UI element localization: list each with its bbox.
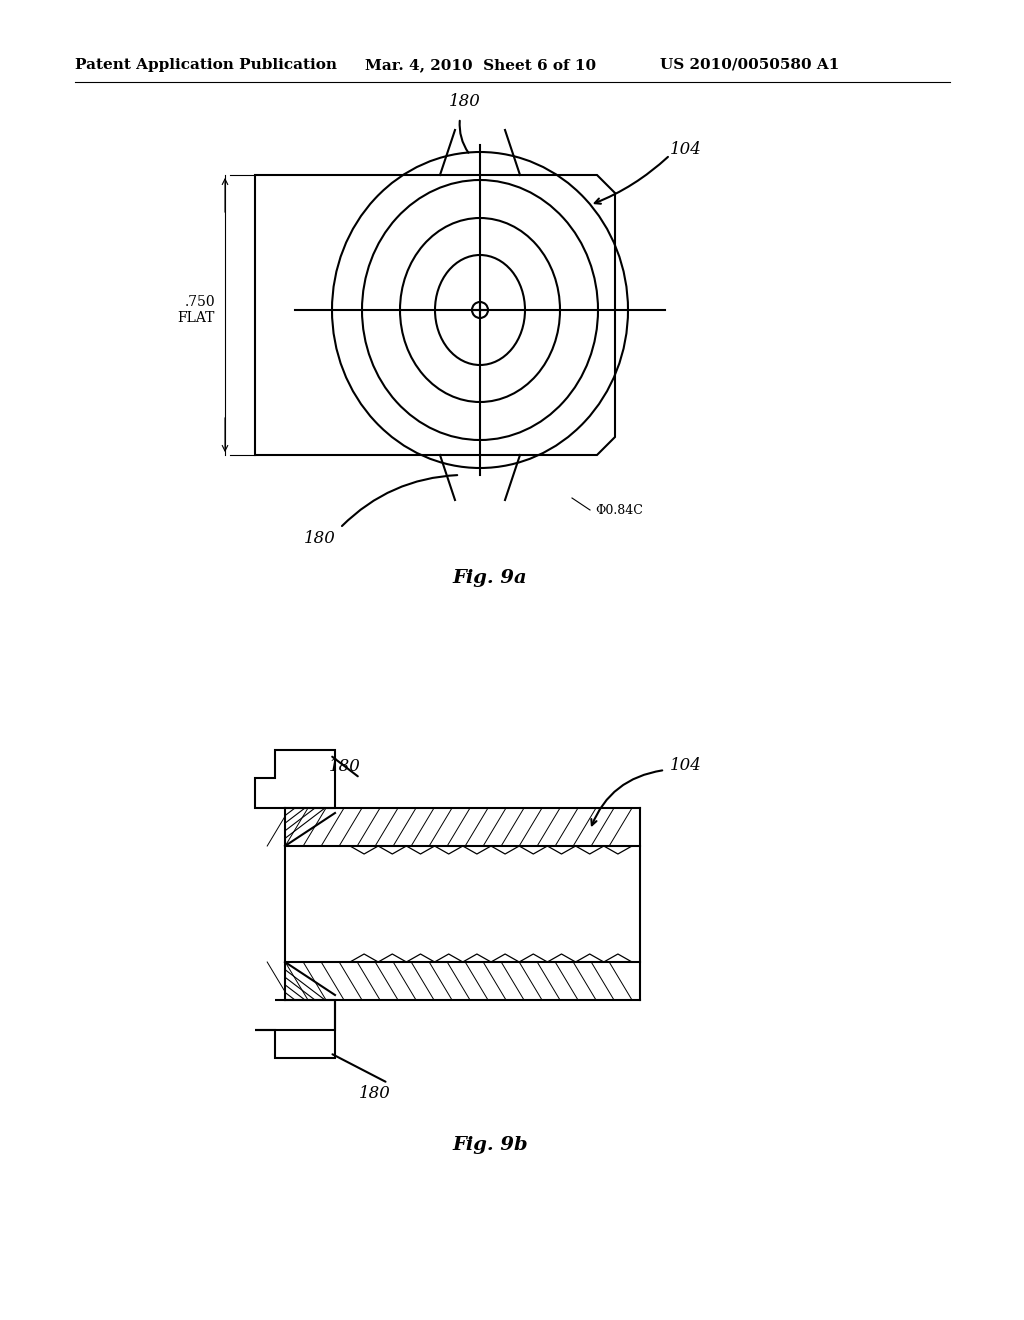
Text: Φ0.84C: Φ0.84C [595,503,643,516]
Text: 104: 104 [670,141,701,158]
Text: Fig. 9a: Fig. 9a [453,569,527,587]
Text: 180: 180 [450,92,481,110]
Text: 180: 180 [329,758,360,775]
Text: Fig. 9b: Fig. 9b [453,1137,527,1154]
Text: .750
FLAT: .750 FLAT [177,294,215,325]
Text: 104: 104 [670,756,701,774]
Text: 180: 180 [304,531,336,546]
Text: Patent Application Publication: Patent Application Publication [75,58,337,73]
Text: 180: 180 [359,1085,391,1102]
Text: US 2010/0050580 A1: US 2010/0050580 A1 [660,58,840,73]
Text: Mar. 4, 2010  Sheet 6 of 10: Mar. 4, 2010 Sheet 6 of 10 [365,58,596,73]
